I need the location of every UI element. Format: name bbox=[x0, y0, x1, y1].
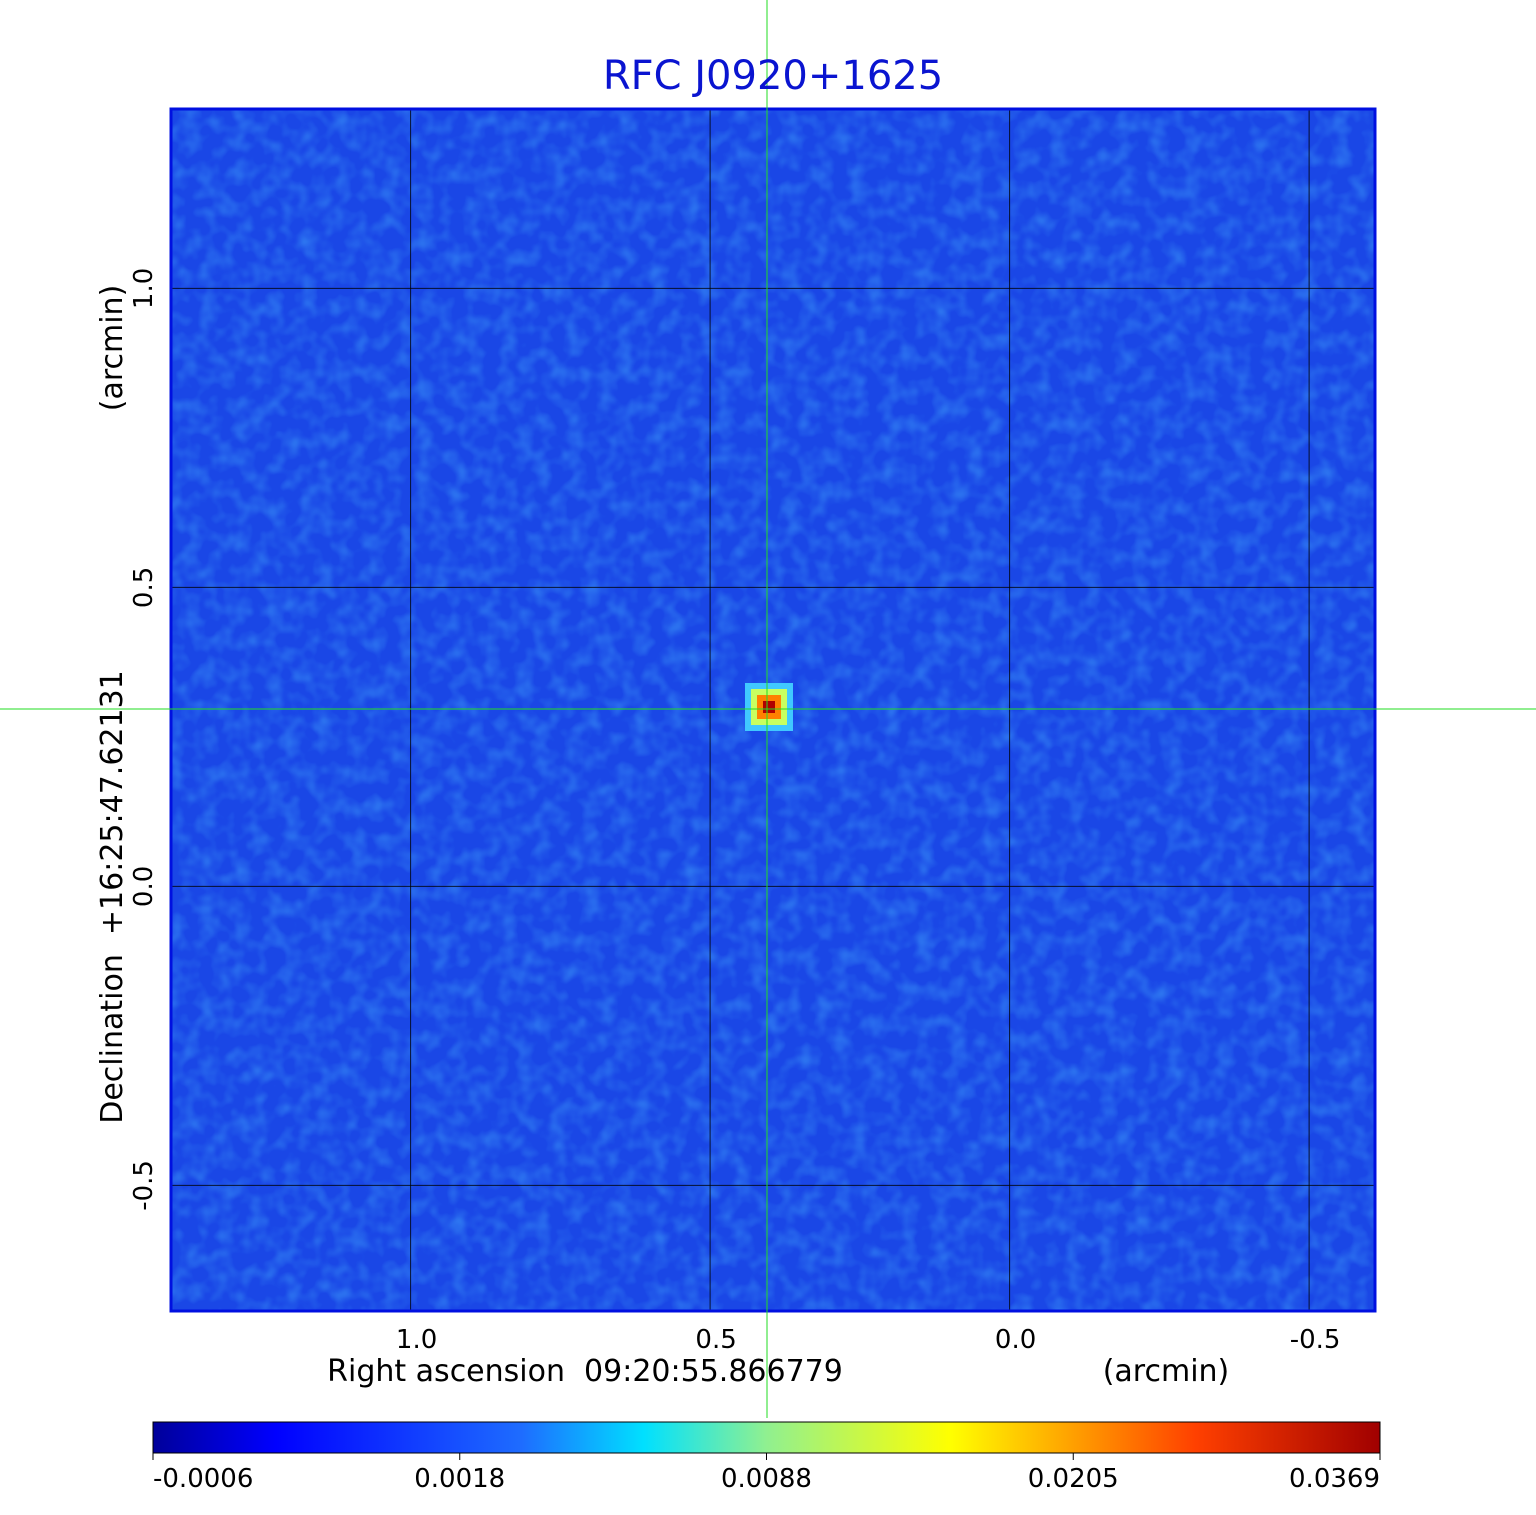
x-tick-label: 1.0 bbox=[396, 1325, 437, 1355]
y-axis-unit: (arcmin) bbox=[95, 285, 130, 412]
x-axis-unit: (arcmin) bbox=[1103, 1354, 1230, 1389]
x-tick-label: 0.0 bbox=[995, 1325, 1036, 1355]
x-tick-label: -0.5 bbox=[1290, 1325, 1341, 1355]
x-tick-label: 0.5 bbox=[695, 1325, 736, 1355]
frame bbox=[169, 107, 1377, 1313]
x-axis-label: Right ascension 09:20:55.866779 bbox=[327, 1354, 843, 1389]
y-axis-label: Declination +16:25:47.62131 bbox=[95, 670, 130, 1124]
y-tick-label: 0.5 bbox=[129, 567, 159, 608]
y-tick-label: 1.0 bbox=[129, 268, 159, 309]
colorbar-tick-label: -0.0006 bbox=[153, 1464, 253, 1494]
colorbar-tick-label: 0.0088 bbox=[721, 1464, 812, 1494]
colorbar-tick-label: 0.0018 bbox=[414, 1464, 505, 1494]
colorbar-tick-label: 0.0369 bbox=[1289, 1464, 1380, 1494]
colorbar-tick-label: 0.0205 bbox=[1028, 1464, 1119, 1494]
colorbar bbox=[152, 1421, 1381, 1454]
source bbox=[745, 683, 793, 731]
y-tick-label: -0.5 bbox=[129, 1160, 159, 1211]
chart-title: RFC J0920+1625 bbox=[603, 53, 943, 99]
y-tick-label: 0.0 bbox=[129, 866, 159, 907]
